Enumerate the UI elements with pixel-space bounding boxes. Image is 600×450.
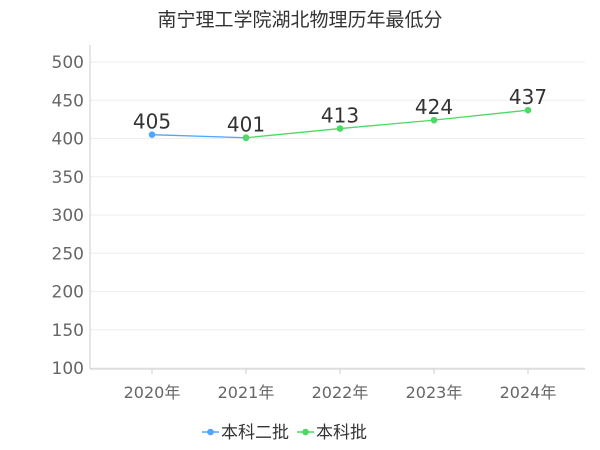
series-lines: [148, 106, 532, 142]
y-tick-label-250: 250: [52, 244, 84, 264]
data-label-2021年: 401: [227, 113, 265, 137]
data-point-0-0: [148, 131, 156, 138]
y-tick-label-400: 400: [52, 130, 84, 150]
y-tick-label-450: 450: [52, 91, 84, 111]
y-tick-label-200: 200: [52, 283, 84, 303]
legend-item-1[interactable]: 本科批: [297, 423, 367, 443]
series-line-1: [245, 109, 529, 139]
y-tick-label-350: 350: [52, 168, 84, 188]
legend[interactable]: 本科二批 本科批: [202, 423, 367, 443]
x-tick-label-2022年: 2022年: [312, 383, 369, 402]
y-axis-ticks: 100 150 200 250 300 350 400 450 500: [52, 53, 84, 379]
x-tick-label-2020年: 2020年: [124, 383, 181, 402]
data-label-2023年: 424: [415, 95, 453, 119]
data-point-1-4: [524, 106, 532, 114]
legend-label-1: 本科批: [316, 423, 367, 443]
data-labels: 405 401 413 424 437: [133, 85, 547, 137]
chart-title: 南宁理工学院湖北物理历年最低分: [157, 9, 442, 31]
x-tick-label-2021年: 2021年: [218, 383, 275, 402]
data-point-1-2: [336, 125, 344, 132]
data-label-2024年: 437: [509, 85, 547, 109]
axes: [89, 45, 585, 370]
y-tick-label-300: 300: [52, 206, 84, 226]
legend-marker-0: [207, 428, 214, 436]
y-tick-label-150: 150: [52, 321, 84, 341]
data-label-2020年: 405: [133, 110, 171, 134]
x-tick-label-2023年: 2023年: [406, 383, 463, 402]
legend-marker-1: [302, 428, 309, 436]
grid-lines: [90, 61, 585, 369]
legend-label-0: 本科二批: [221, 423, 289, 443]
series-line-0: [151, 134, 247, 139]
y-tick-label-100: 100: [52, 359, 84, 379]
x-axis-ticks: 2020年 2021年 2022年 2023年 2024年: [124, 369, 557, 402]
y-tick-label-500: 500: [52, 53, 84, 73]
data-point-1-1: [242, 134, 250, 142]
x-tick-label-2024年: 2024年: [500, 383, 557, 402]
data-label-2022年: 413: [321, 104, 359, 128]
legend-item-0[interactable]: 本科二批: [202, 423, 289, 443]
data-point-1-3: [430, 116, 438, 124]
